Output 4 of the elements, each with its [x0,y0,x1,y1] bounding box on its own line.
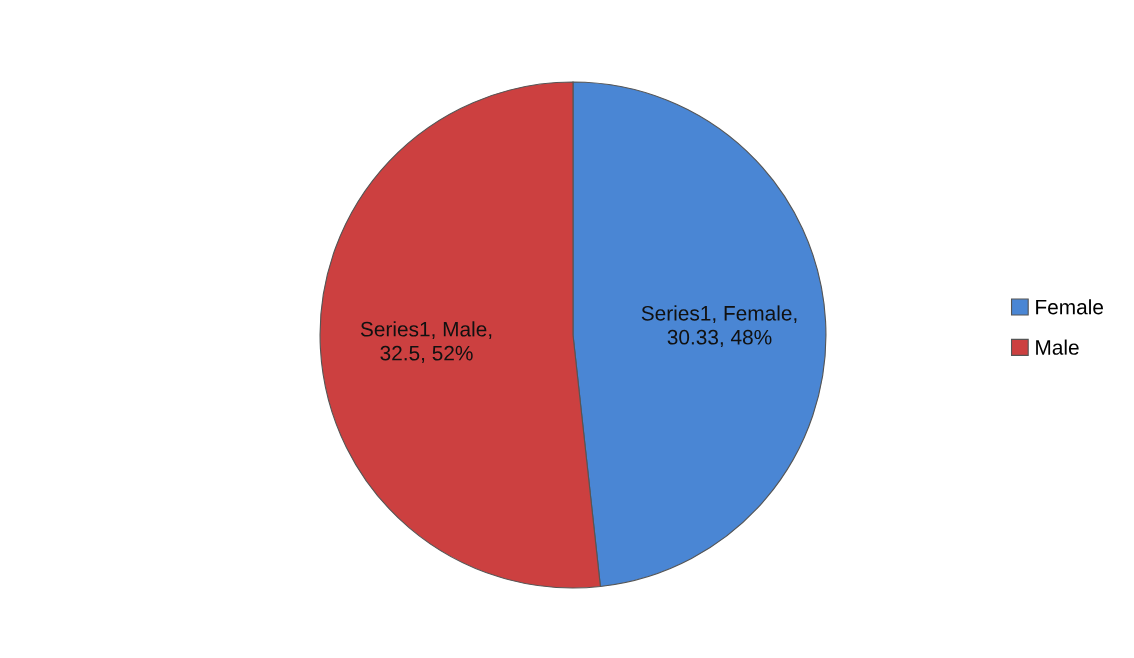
legend-label: Female [1036,299,1103,315]
data-label: Series1, Male, 32.5, 52% [360,321,492,363]
data-label: Series1, Female, 30.33, 48% [641,305,797,348]
legend-label: Male [1036,339,1079,355]
